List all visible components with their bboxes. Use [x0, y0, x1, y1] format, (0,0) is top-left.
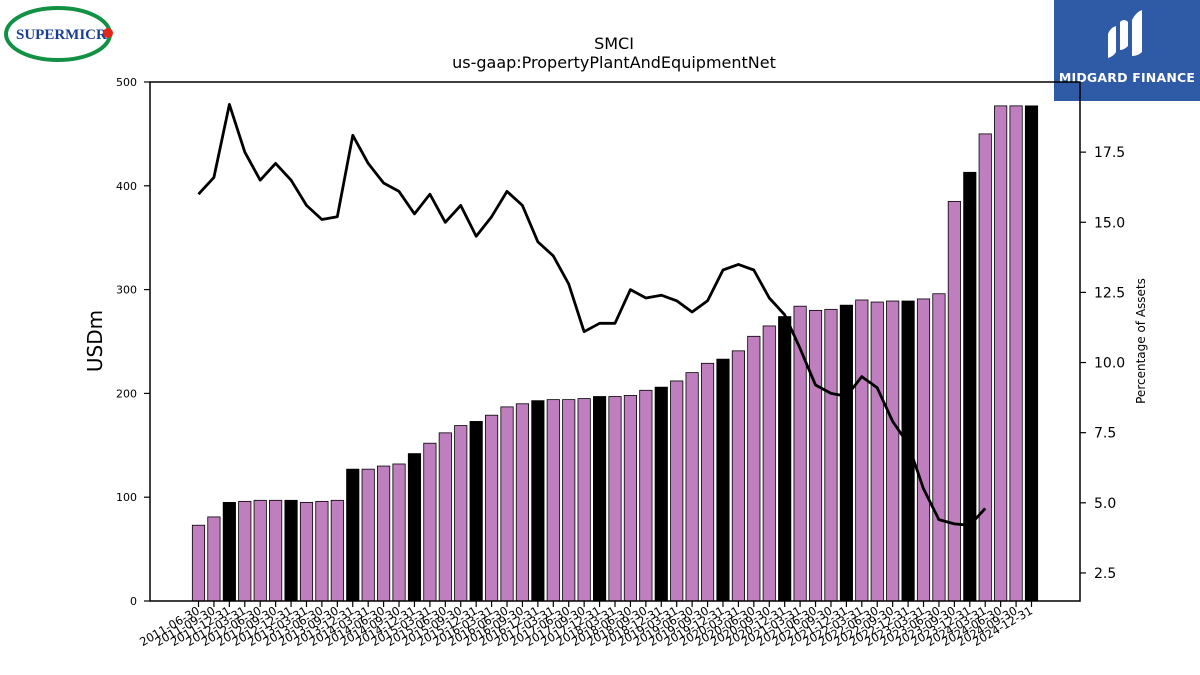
bar-2019-09-30: [700, 362, 715, 602]
chart-subtitle: us-gaap:PropertyPlantAndEquipmentNet: [452, 53, 776, 72]
y-axis-left: 0 100 200 300 400 500: [116, 76, 150, 608]
bar-2019-03-31: [670, 380, 684, 602]
y2-tick-label-17.5: 17.5: [1094, 145, 1125, 161]
bar-2012-03-31: [238, 500, 252, 602]
x-axis: 2011-06-302011-09-302011-12-312012-03-31…: [137, 601, 1035, 649]
bar-2024-12-31: [1024, 105, 1039, 602]
bar-2020-06-30: [747, 335, 761, 602]
percentage-of-assets-line: [197, 103, 987, 527]
y-axis-label: USDm: [83, 310, 107, 372]
y-tick-label-200: 200: [116, 387, 137, 400]
y2-tick-label-7.5: 7.5: [1094, 426, 1116, 442]
bar-2022-03-31: [855, 299, 869, 602]
supermicro-logo-dot: [103, 28, 113, 38]
y-tick-label-400: 400: [116, 180, 137, 193]
bar-2022-09-30: [886, 300, 900, 602]
bar-2017-12-31: [593, 396, 607, 602]
bar-2017-03-31: [546, 399, 560, 602]
supermicro-logo: SUPERMICR: [4, 6, 113, 62]
bar-2015-12-31: [469, 421, 483, 602]
bar-2018-03-31: [608, 396, 622, 602]
bar-2019-06-30: [685, 372, 699, 602]
bar-2014-12-31: [407, 453, 422, 602]
bar-2014-06-30: [377, 465, 391, 602]
bar-2024-09-30: [1009, 105, 1023, 602]
bar-2022-06-30: [870, 301, 884, 602]
midgard-logo-text: MIDGARD FINANCE: [1058, 70, 1196, 85]
midgard-finance-logo: MIDGARD FINANCE: [1054, 0, 1200, 101]
bar-2016-03-31: [485, 414, 499, 602]
y-axis-right: 2.5 5.0 7.5 10.0 12.5 15.0 17.5: [1080, 145, 1125, 582]
y2-tick-label-12.5: 12.5: [1094, 285, 1125, 301]
y2-axis-label: Percentage of Assets: [1134, 278, 1148, 404]
bar-2017-06-30: [562, 399, 576, 602]
bar-2021-09-30: [824, 308, 838, 602]
bar-2023-03-31: [916, 298, 931, 602]
bar-2020-03-31: [731, 350, 745, 602]
bar-2014-09-30: [392, 463, 406, 602]
bar-2011-09-30: [207, 516, 221, 602]
bar-2020-12-31: [778, 316, 792, 602]
bar-2023-12-31: [963, 171, 977, 602]
bar-2021-06-30: [808, 309, 823, 602]
y-tick-label-100: 100: [116, 491, 137, 504]
supermicro-logo-text: SUPERMICR: [16, 27, 107, 43]
y2-tick-label-2.5: 2.5: [1094, 566, 1116, 582]
bar-2013-12-31: [346, 468, 360, 602]
bar-2021-12-31: [839, 304, 853, 602]
y-tick-label-0: 0: [130, 595, 137, 608]
bar-2024-06-30: [994, 105, 1008, 602]
bar-2013-09-30: [330, 499, 344, 602]
bar-2023-09-30: [947, 200, 961, 602]
bar-group: [191, 105, 1039, 602]
bar-2014-03-31: [361, 468, 375, 602]
bar-2016-06-30: [500, 406, 514, 602]
bar-2013-06-30: [315, 500, 329, 602]
y-tick-label-500: 500: [116, 76, 137, 89]
bar-2019-12-31: [716, 358, 730, 602]
y2-tick-label-10: 10.0: [1094, 356, 1125, 372]
bar-2015-06-30: [438, 432, 452, 602]
midgard-m-icon: [1108, 10, 1142, 58]
bar-2016-12-31: [531, 400, 545, 602]
bar-2024-03-31: [978, 133, 992, 602]
bar-2012-09-30: [269, 499, 283, 602]
y-tick-label-300: 300: [116, 284, 137, 297]
bar-2018-12-31: [654, 386, 668, 602]
bar-2011-06-30: [191, 524, 206, 602]
y2-tick-label-5: 5.0: [1094, 496, 1116, 512]
bar-2023-06-30: [932, 293, 946, 602]
bar-2020-09-30: [762, 325, 776, 602]
bar-2012-06-30: [253, 499, 267, 602]
bar-2015-03-31: [423, 442, 437, 602]
bar-2018-09-30: [639, 389, 653, 602]
y2-tick-label-15: 15.0: [1094, 215, 1125, 231]
bar-2012-12-31: [284, 499, 298, 602]
bar-2015-09-30: [454, 425, 468, 602]
bar-2013-03-31: [299, 501, 314, 602]
bar-2016-09-30: [515, 403, 530, 602]
chart-title: SMCI: [594, 34, 634, 53]
supermicro-logo-inner: [10, 12, 106, 56]
bar-2018-06-30: [623, 395, 637, 602]
line-group: [197, 103, 987, 527]
bar-2011-12-31: [222, 501, 236, 602]
bar-2022-12-31: [901, 300, 915, 602]
bar-2017-09-30: [577, 398, 591, 602]
